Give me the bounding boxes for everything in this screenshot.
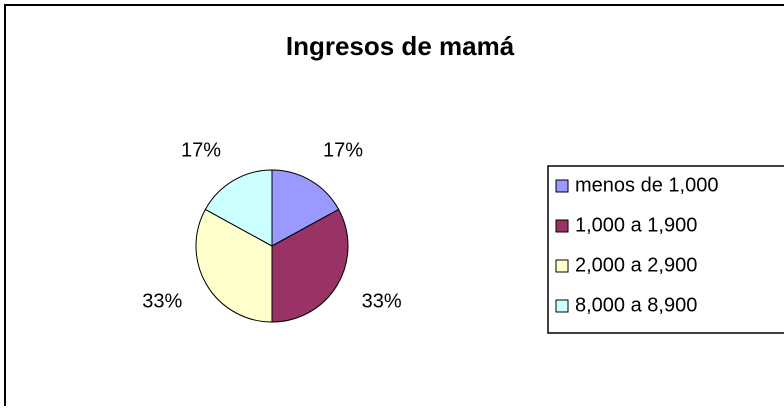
data-label: 33% <box>142 290 182 312</box>
legend-label: 8,000 a 8,900 <box>575 294 697 316</box>
pie-slice <box>195 208 273 323</box>
legend-swatch <box>555 179 569 193</box>
legend-label: 1,000 a 1,900 <box>575 214 697 236</box>
legend-label: menos de 1,000 <box>575 174 718 196</box>
pie-slice <box>271 169 340 247</box>
legend-swatch <box>555 259 569 273</box>
data-label: 17% <box>181 140 221 162</box>
legend-box <box>547 165 784 334</box>
pie-slice <box>204 169 273 247</box>
legend-label: 2,000 a 2,900 <box>575 254 697 276</box>
chart-title: Ingresos de mamá <box>286 31 515 61</box>
data-label: 17% <box>323 140 363 162</box>
data-label: 33% <box>362 290 402 312</box>
legend-swatch <box>555 299 569 313</box>
pie-slice <box>271 208 349 323</box>
legend-swatch <box>555 219 569 233</box>
